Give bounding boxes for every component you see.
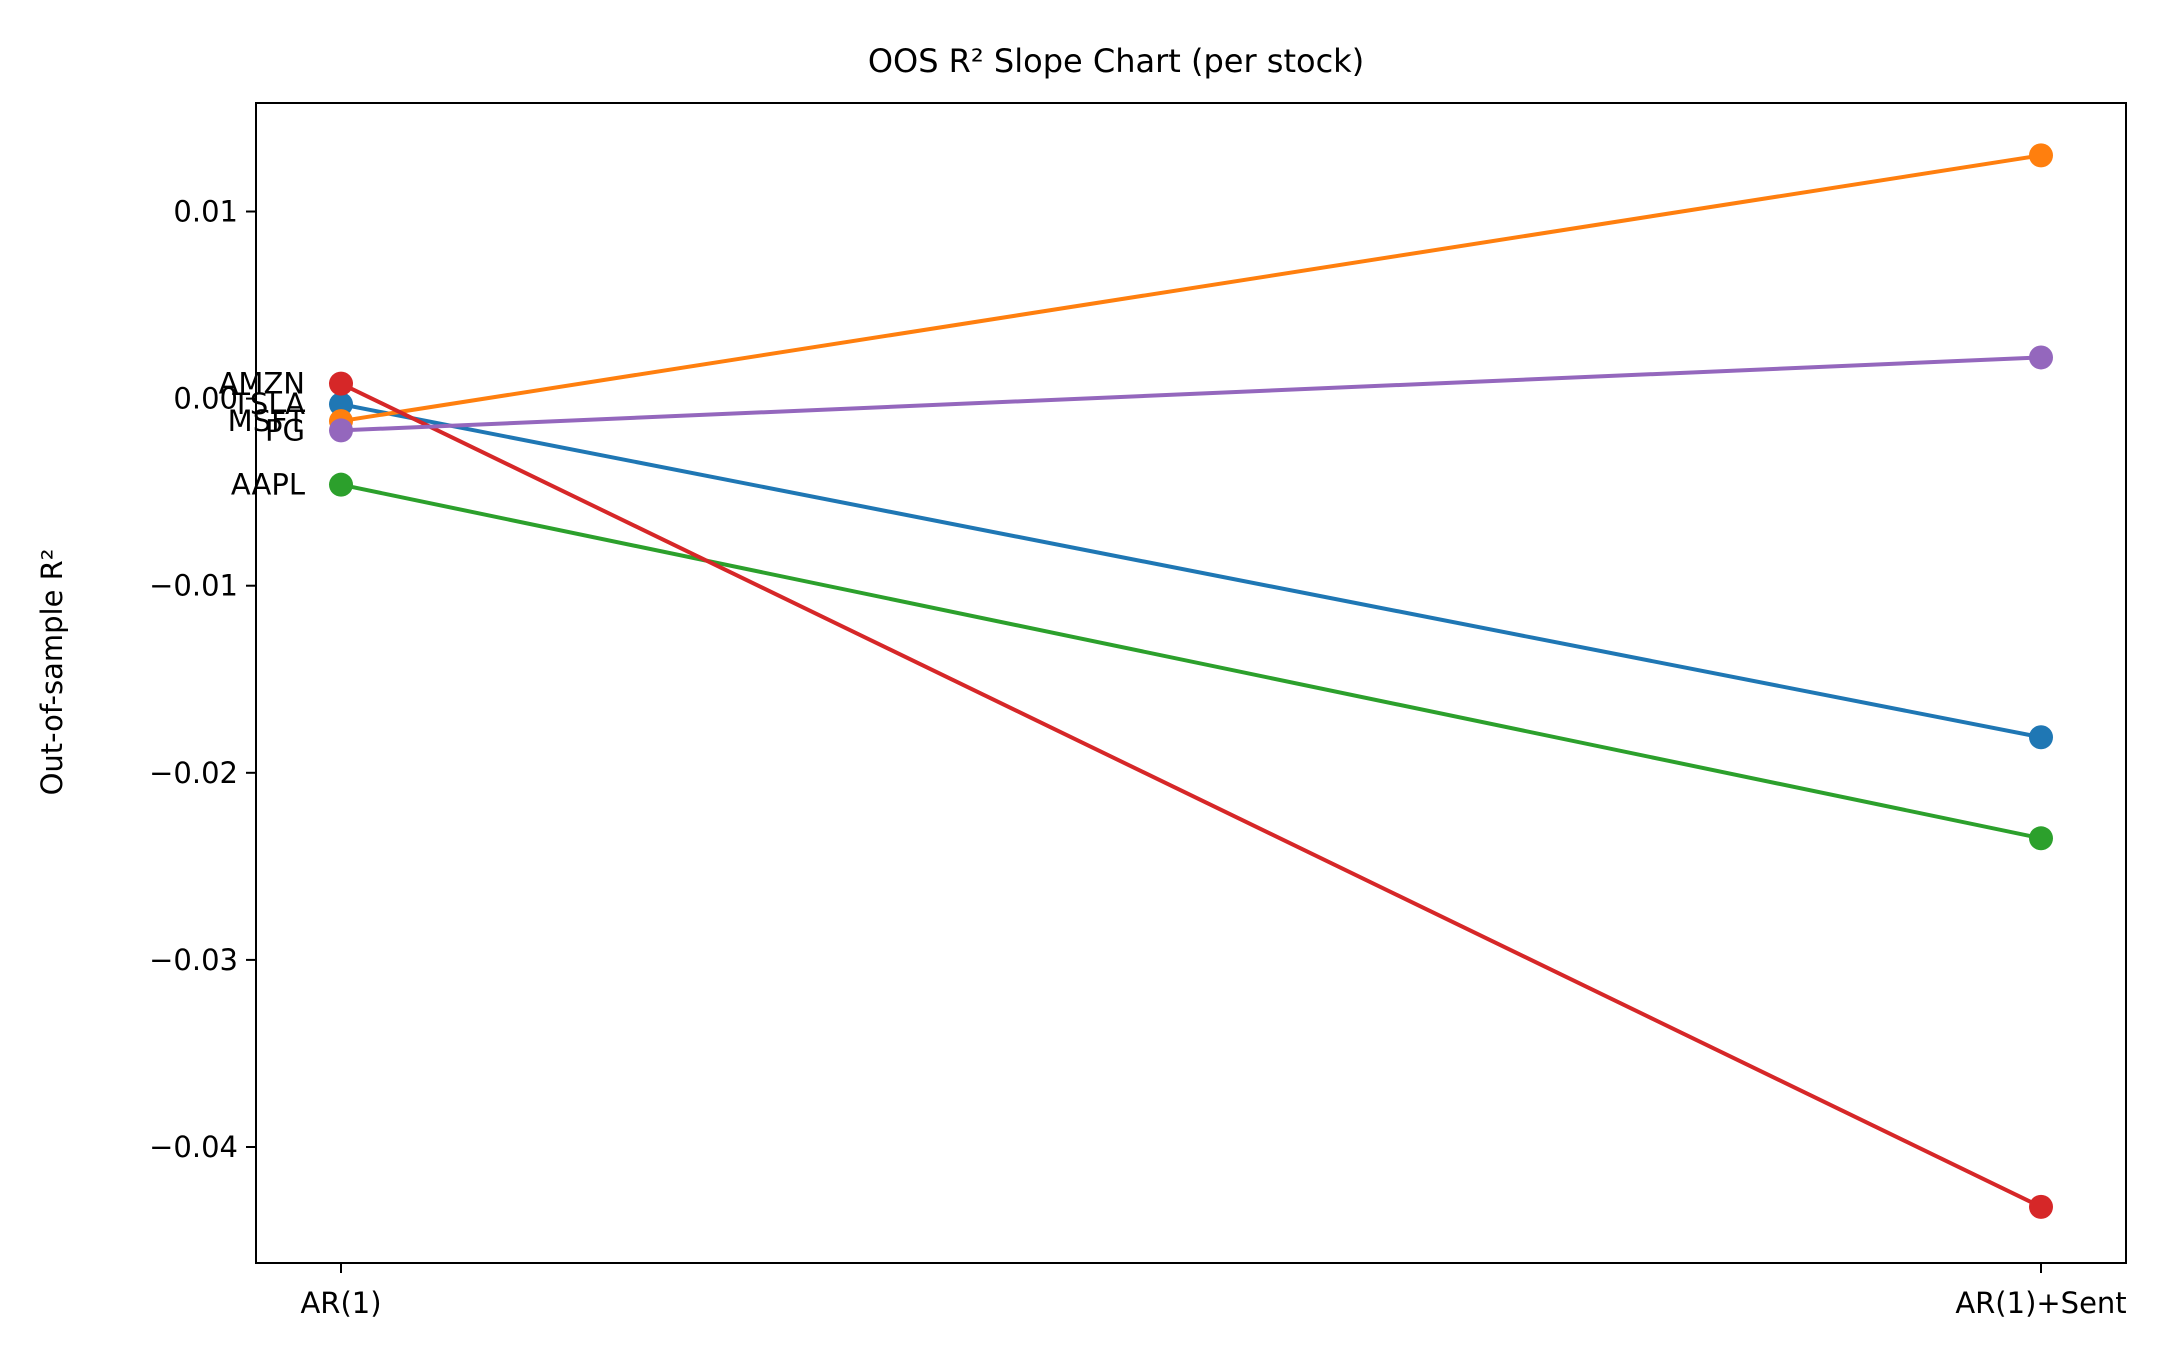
data-point bbox=[2029, 1194, 2053, 1219]
data-point bbox=[329, 371, 353, 396]
chart-title: OOS R² Slope Chart (per stock) bbox=[868, 42, 1364, 80]
series-label: TSLA bbox=[231, 387, 305, 421]
series-msft: MSFT bbox=[228, 143, 2053, 438]
series-label: PG bbox=[265, 413, 305, 447]
y-tick-label: 0.00 bbox=[173, 382, 238, 416]
series-line bbox=[340, 153, 2042, 424]
series-label: AMZN bbox=[219, 367, 305, 401]
x-tick-label: AR(1)+Sent bbox=[1955, 1286, 2126, 1320]
data-point bbox=[329, 392, 353, 417]
data-point bbox=[2029, 826, 2053, 851]
y-axis-label: Out-of-sample R² bbox=[35, 549, 69, 796]
series-label: AAPL bbox=[231, 468, 305, 502]
data-point bbox=[329, 418, 353, 443]
series-line bbox=[340, 402, 2042, 740]
y-tick-label: −0.01 bbox=[149, 569, 238, 603]
y-tick-label: −0.02 bbox=[149, 756, 238, 790]
axis-ticks: 0.01 0.00 −0.01 −0.02 −0.03 −0.04 AR(1) AR(1)+S… bbox=[149, 195, 2127, 1320]
y-tick-label: −0.04 bbox=[149, 1130, 238, 1164]
data-point bbox=[2029, 725, 2053, 750]
y-tick-label: −0.03 bbox=[149, 943, 238, 977]
series-line bbox=[340, 381, 2042, 1209]
data-point bbox=[329, 472, 353, 497]
series-line bbox=[340, 355, 2042, 433]
y-tick-label: 0.01 bbox=[173, 195, 238, 229]
series-pg: PG bbox=[265, 345, 2053, 447]
plot-area-frame bbox=[255, 102, 2127, 1264]
x-tick-label: AR(1) bbox=[300, 1286, 381, 1320]
series-aapl: AAPL bbox=[231, 468, 2053, 851]
series-tsla: TSLA bbox=[231, 387, 2053, 750]
data-point bbox=[2029, 143, 2053, 168]
series-label: MSFT bbox=[228, 404, 306, 438]
series-amzn: AMZN bbox=[219, 367, 2053, 1219]
series-line bbox=[340, 482, 2042, 841]
data-point bbox=[2029, 345, 2053, 370]
